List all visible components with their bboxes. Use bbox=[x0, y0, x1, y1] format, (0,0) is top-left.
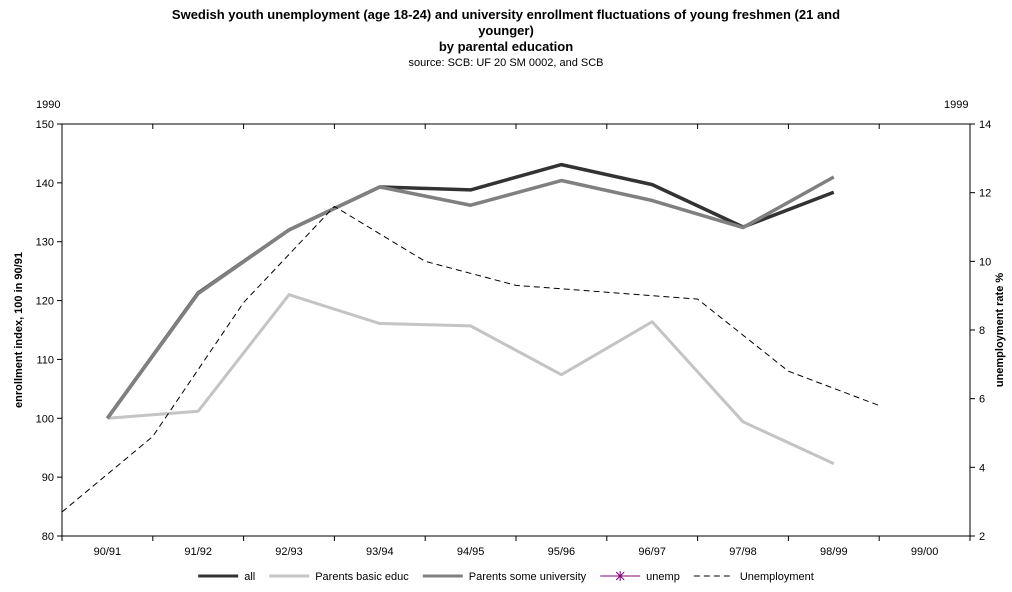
legend-label-parents-basic-educ: Parents basic educ bbox=[315, 571, 409, 583]
legend-label-unemp: unemp bbox=[646, 571, 680, 583]
right-axis-tick-label: 10 bbox=[979, 256, 991, 268]
left-axis-tick-label: 90 bbox=[42, 472, 54, 484]
x-axis-tick-label: 96/97 bbox=[638, 546, 666, 558]
left-axis-tick-label: 80 bbox=[42, 531, 54, 543]
chart-subtitle: source: SCB: UF 20 SM 0002, and SCB bbox=[408, 57, 604, 69]
left-axis-tick-label: 130 bbox=[36, 237, 54, 249]
x-axis-tick-label: 94/95 bbox=[457, 546, 485, 558]
series-line-parents-some-university bbox=[105, 175, 835, 420]
left-axis-tick-label: 150 bbox=[36, 119, 54, 131]
x-axis-tick-label: 99/00 bbox=[911, 546, 939, 558]
chart-title-line-1: Swedish youth unemployment (age 18-24) a… bbox=[171, 7, 841, 22]
series-line-unemployment bbox=[61, 205, 880, 513]
right-axis-tick-label: 14 bbox=[979, 119, 991, 131]
legend-label-all: all bbox=[244, 571, 255, 583]
left-axis-tick-label: 140 bbox=[36, 178, 54, 190]
legend-label-parents-some-university: Parents some university bbox=[469, 571, 587, 583]
right-axis-tick-label: 6 bbox=[979, 394, 985, 406]
x-axis-tick-label: 91/92 bbox=[184, 546, 212, 558]
x-axis-tick-label: 95/96 bbox=[548, 546, 576, 558]
top-axis-label-start: 1990 bbox=[36, 99, 60, 111]
left-axis-tick-label: 110 bbox=[36, 354, 54, 366]
chart-title-line-3: by parental education bbox=[438, 39, 574, 54]
series-line-all bbox=[105, 162, 835, 420]
x-axis-tick-label: 98/99 bbox=[820, 546, 848, 558]
chart-title-line-2: younger) bbox=[478, 23, 534, 38]
top-axis-label-end: 1999 bbox=[944, 99, 968, 111]
x-axis-tick-label: 90/91 bbox=[94, 546, 122, 558]
right-axis-title: unemployment rate % bbox=[994, 273, 1006, 388]
right-axis-tick-label: 12 bbox=[979, 188, 991, 200]
legend-label-unemployment: Unemployment bbox=[740, 571, 814, 583]
x-axis-tick-label: 93/94 bbox=[366, 546, 394, 558]
x-axis-tick-label: 92/93 bbox=[275, 546, 303, 558]
right-axis-tick-label: 2 bbox=[979, 531, 985, 543]
left-axis-title: enrollment index, 100 in 90/91 bbox=[13, 252, 25, 408]
x-axis-tick-label: 97/98 bbox=[729, 546, 757, 558]
left-axis-tick-label: 100 bbox=[36, 413, 54, 425]
right-axis-tick-label: 4 bbox=[979, 462, 985, 474]
left-axis-tick-label: 120 bbox=[36, 296, 54, 308]
series-line-parents-basic-educ bbox=[107, 293, 835, 465]
right-axis-tick-label: 8 bbox=[979, 325, 985, 337]
